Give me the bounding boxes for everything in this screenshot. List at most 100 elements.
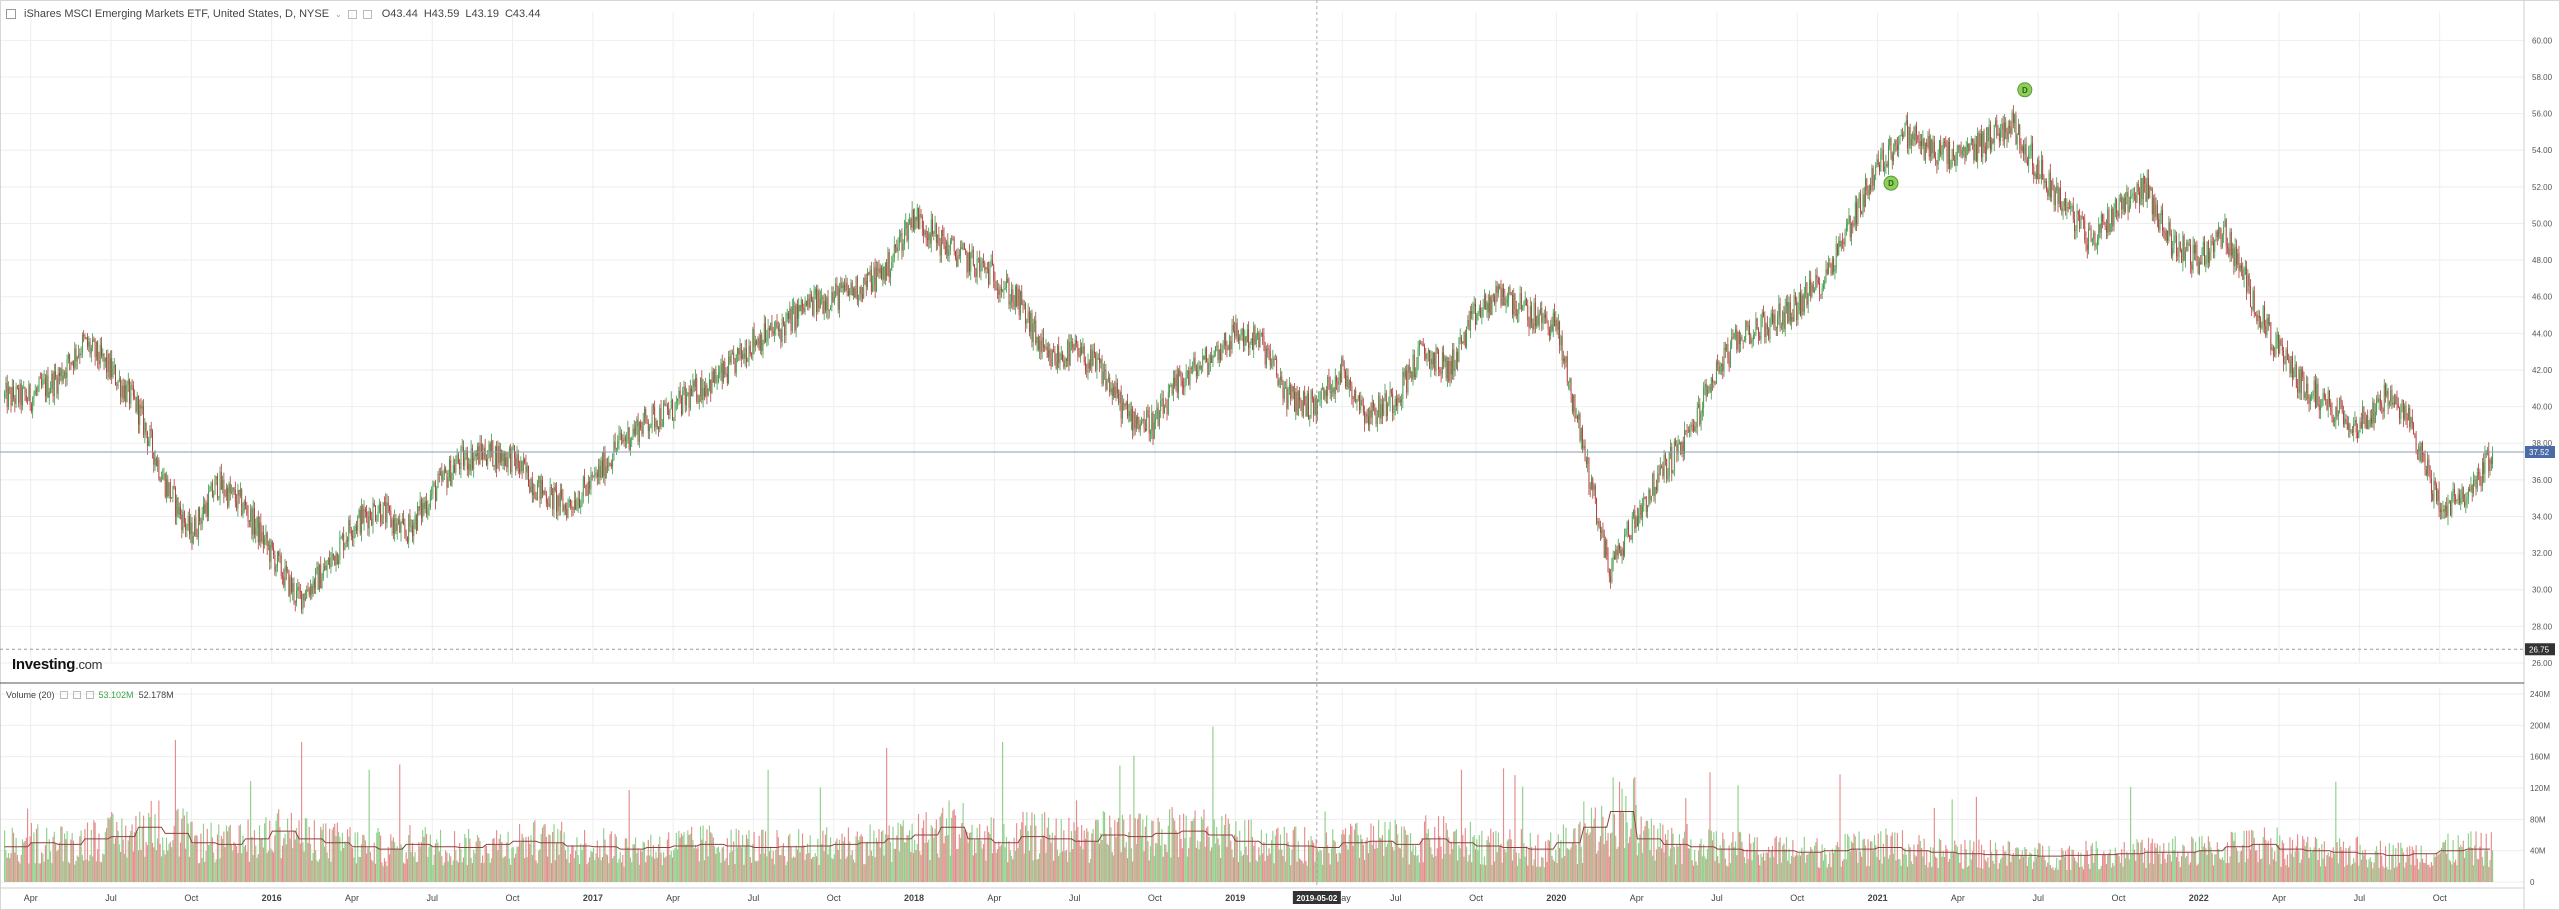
candle-body bbox=[166, 479, 167, 497]
candle-body bbox=[292, 583, 294, 592]
candle-body bbox=[1538, 313, 1540, 325]
candle-body bbox=[565, 505, 566, 509]
candle-body bbox=[1816, 274, 1818, 279]
candle-body bbox=[1459, 337, 1461, 340]
candle-body bbox=[83, 334, 85, 336]
candle-body bbox=[775, 321, 777, 330]
candle-body bbox=[1216, 345, 1218, 347]
candle-body bbox=[733, 352, 735, 360]
candle-body bbox=[1322, 387, 1323, 390]
volume-bar bbox=[1079, 846, 1081, 882]
candle-body bbox=[1304, 391, 1306, 405]
volume-bar bbox=[1124, 847, 1126, 882]
candle-body bbox=[1676, 444, 1678, 454]
candle-body bbox=[2362, 406, 2364, 428]
candle-body bbox=[2242, 268, 2244, 280]
volume-bar bbox=[730, 829, 732, 882]
candle-body bbox=[534, 491, 536, 498]
volume-bar bbox=[1000, 844, 1002, 882]
candle-body bbox=[164, 473, 166, 497]
candle-body bbox=[1742, 340, 1744, 342]
candle-body bbox=[1452, 349, 1453, 375]
volume-bar bbox=[457, 862, 459, 882]
candle-body bbox=[1975, 143, 1977, 161]
candle-body bbox=[1257, 332, 1258, 336]
candle-body bbox=[1083, 346, 1085, 363]
candle-body bbox=[557, 495, 559, 512]
candle-body bbox=[2423, 454, 2425, 456]
volume-bar bbox=[283, 838, 285, 882]
volume-bar bbox=[527, 836, 530, 882]
candle-body bbox=[1550, 324, 1552, 336]
candle-body bbox=[1494, 295, 1496, 304]
volume-bar bbox=[72, 840, 75, 882]
candle-body bbox=[2279, 339, 2281, 354]
candle-body bbox=[418, 506, 420, 511]
candle-body bbox=[1833, 258, 1835, 272]
candle-body bbox=[1759, 335, 1761, 340]
candle-body bbox=[1490, 296, 1492, 315]
candle-body bbox=[75, 348, 77, 362]
candle-body bbox=[1508, 287, 1510, 300]
volume-bar bbox=[1054, 835, 1056, 882]
volume-bar bbox=[993, 818, 995, 882]
volume-bar bbox=[929, 859, 931, 882]
candle-body bbox=[923, 228, 925, 235]
volume-bar bbox=[1222, 834, 1224, 882]
volume-bar bbox=[846, 856, 848, 882]
candle-body bbox=[986, 267, 988, 269]
volume-bar bbox=[791, 857, 793, 882]
candle-body bbox=[1749, 326, 1750, 336]
candle-body bbox=[431, 493, 433, 495]
candle-body bbox=[830, 307, 832, 310]
candle-body bbox=[851, 282, 853, 296]
volume-bar bbox=[898, 851, 900, 882]
volume-bar bbox=[654, 858, 656, 882]
volume-bar bbox=[740, 847, 742, 882]
candle-body bbox=[2394, 402, 2395, 405]
volume-bar bbox=[1002, 741, 1004, 882]
volume-bar bbox=[307, 842, 309, 882]
volume-bar bbox=[322, 823, 324, 882]
candle-body bbox=[336, 552, 338, 565]
volume-bar bbox=[330, 861, 332, 882]
candle-body bbox=[628, 427, 630, 450]
candle-body bbox=[911, 209, 913, 228]
candle-body bbox=[909, 219, 911, 224]
volume-bar bbox=[958, 834, 960, 882]
candle-body bbox=[474, 453, 476, 458]
candle-body bbox=[540, 480, 542, 500]
candle-body bbox=[949, 240, 951, 250]
volume-bar bbox=[622, 854, 624, 882]
volume-bar bbox=[557, 828, 559, 882]
candle-body bbox=[1466, 326, 1468, 347]
volume-bar bbox=[882, 830, 884, 882]
candle-body bbox=[1944, 141, 1945, 143]
candle-body bbox=[1223, 333, 1225, 345]
candle-body bbox=[1016, 286, 1018, 306]
volume-bar bbox=[327, 858, 329, 882]
candle-body bbox=[2243, 274, 2245, 280]
candle-body bbox=[1721, 363, 1722, 367]
candle-body bbox=[1431, 358, 1433, 365]
candle-body bbox=[832, 292, 834, 302]
candle-body bbox=[1513, 293, 1515, 315]
volume-bar bbox=[364, 840, 366, 882]
volume-bar bbox=[772, 850, 774, 882]
candle-body bbox=[1273, 358, 1275, 360]
candle-body bbox=[2149, 187, 2151, 199]
candle-body bbox=[1236, 322, 1238, 338]
volume-bar bbox=[914, 839, 916, 882]
candle-body bbox=[786, 313, 788, 319]
candle-body bbox=[1404, 370, 1406, 377]
candle-body bbox=[777, 326, 779, 332]
volume-bar bbox=[285, 844, 287, 882]
candle-body bbox=[2079, 214, 2081, 229]
volume-bar bbox=[135, 815, 137, 882]
candle-body bbox=[1754, 334, 1756, 336]
candle-body bbox=[2453, 488, 2455, 497]
candle-body bbox=[2388, 401, 2390, 406]
volume-bar bbox=[666, 839, 668, 882]
volume-bar bbox=[7, 853, 10, 882]
